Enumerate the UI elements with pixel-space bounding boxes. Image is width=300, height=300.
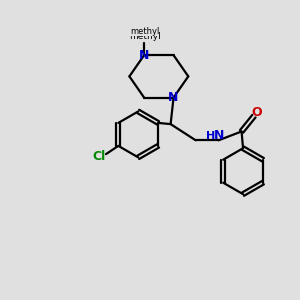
Text: N: N — [168, 91, 179, 104]
Text: N: N — [213, 129, 224, 142]
Text: H: H — [206, 131, 215, 141]
Text: methyl: methyl — [129, 32, 160, 41]
Text: N: N — [139, 49, 149, 62]
Text: methyl: methyl — [130, 27, 159, 36]
Text: Cl: Cl — [93, 150, 106, 163]
Text: O: O — [252, 106, 262, 119]
